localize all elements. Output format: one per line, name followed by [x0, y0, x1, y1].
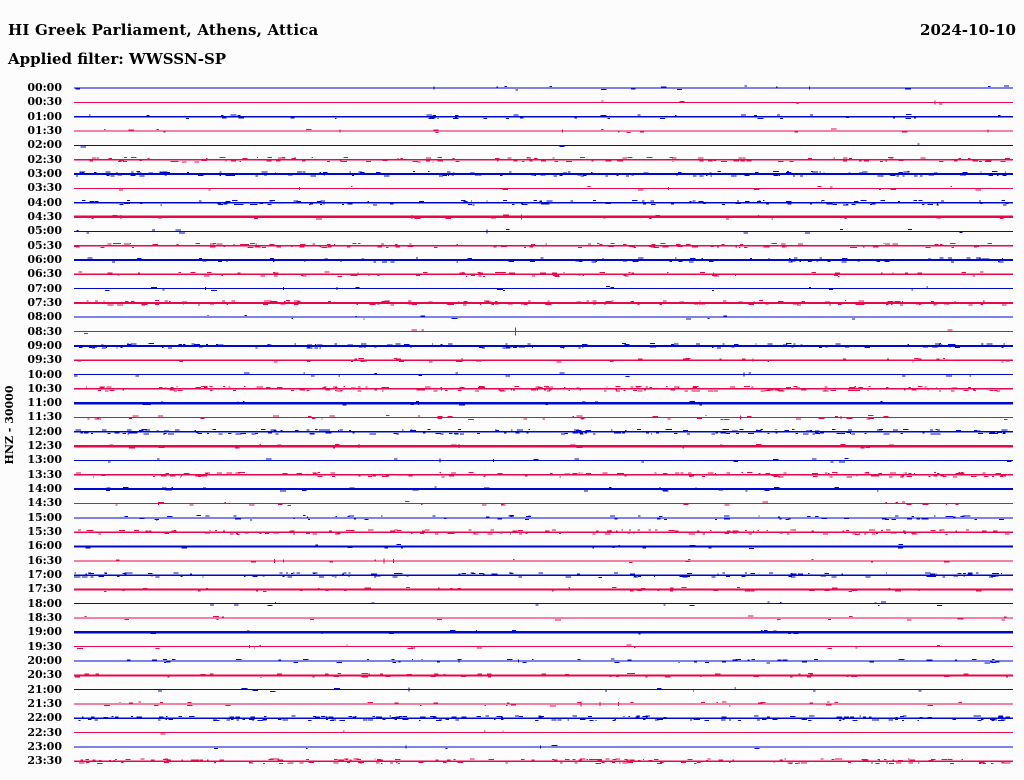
trace-row-07:00	[74, 286, 1013, 291]
trace-row-00:00	[74, 85, 1013, 91]
trace-row-22:00	[74, 715, 1013, 722]
trace-row-11:30	[74, 415, 1013, 420]
trace-row-08:30	[74, 327, 1013, 336]
trace-row-17:00	[74, 572, 1013, 578]
trace-row-13:30	[74, 472, 1013, 478]
trace-row-06:30	[74, 271, 1013, 277]
trace-row-03:30	[74, 185, 1013, 191]
trace-row-20:00	[74, 658, 1013, 664]
trace-row-21:30	[74, 701, 1013, 707]
trace-row-10:00	[74, 372, 1013, 377]
filter-label: Applied filter: WWSSN-SP	[8, 50, 227, 68]
trace-row-05:00	[74, 228, 1013, 234]
trace-row-22:30	[74, 730, 1013, 735]
trace-row-01:00	[74, 114, 1013, 120]
trace-row-21:00	[74, 687, 1013, 692]
trace-row-04:00	[74, 199, 1013, 206]
trace-row-14:00	[74, 486, 1013, 492]
trace-row-05:30	[74, 242, 1013, 249]
trace-row-15:30	[74, 529, 1013, 535]
trace-row-02:30	[74, 156, 1013, 163]
trace-row-09:00	[74, 343, 1013, 349]
trace-row-07:30	[74, 300, 1013, 306]
trace-row-23:00	[74, 745, 1013, 750]
trace-row-20:30	[74, 673, 1013, 678]
trace-row-00:30	[74, 100, 1013, 105]
trace-row-04:30	[74, 214, 1013, 220]
trace-row-15:00	[74, 515, 1013, 521]
trace-row-19:30	[74, 644, 1013, 649]
trace-row-16:30	[74, 558, 1013, 564]
trace-row-18:30	[74, 615, 1013, 621]
trace-row-23:30	[74, 758, 1013, 765]
trace-row-17:30	[74, 587, 1013, 592]
trace-row-12:00	[74, 428, 1013, 435]
date-label: 2024-10-10	[920, 21, 1016, 39]
trace-row-06:00	[74, 257, 1013, 263]
station-title: HI Greek Parliament, Athens, Attica	[8, 21, 319, 39]
trace-row-10:30	[74, 386, 1013, 392]
trace-row-14:30	[74, 501, 1013, 506]
trace-row-08:00	[74, 315, 1013, 320]
trace-row-01:30	[74, 128, 1013, 134]
trace-row-18:00	[74, 601, 1013, 606]
trace-row-16:00	[74, 544, 1013, 549]
trace-row-03:00	[74, 171, 1013, 177]
trace-row-19:00	[74, 630, 1013, 635]
trace-row-12:30	[74, 443, 1013, 449]
trace-row-02:00	[74, 143, 1013, 148]
trace-row-13:00	[74, 458, 1013, 463]
trace-row-09:30	[74, 357, 1013, 363]
trace-row-11:00	[74, 400, 1013, 406]
